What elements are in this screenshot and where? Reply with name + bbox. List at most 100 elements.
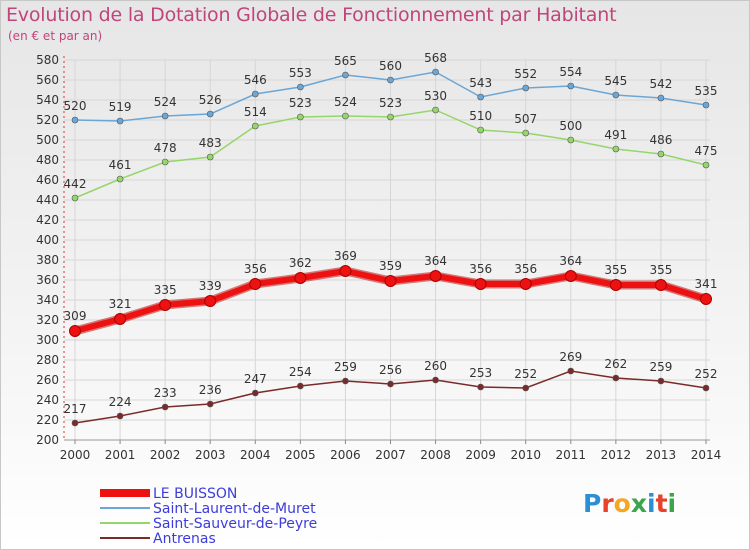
data-point-le-buisson[interactable]	[564, 270, 577, 282]
data-point-le-buisson[interactable]	[69, 325, 81, 337]
data-label-saint-sauveur-de-peyre: 500	[559, 119, 582, 133]
data-point-antrenas[interactable]	[342, 377, 349, 385]
data-label-saint-laurent-de-muret: 542	[649, 77, 672, 91]
data-point-saint-sauveur-de-peyre[interactable]	[477, 126, 484, 134]
data-point-saint-laurent-de-muret[interactable]	[116, 117, 124, 125]
data-point-saint-sauveur-de-peyre[interactable]	[206, 153, 214, 161]
logo-letter: o	[613, 489, 631, 518]
data-point-saint-sauveur-de-peyre[interactable]	[522, 129, 530, 137]
x-tick-label: 2011	[556, 448, 587, 462]
data-label-antrenas: 236	[199, 383, 222, 397]
data-point-saint-laurent-de-muret[interactable]	[342, 71, 349, 79]
data-point-saint-laurent-de-muret[interactable]	[71, 116, 79, 124]
data-point-saint-laurent-de-muret[interactable]	[251, 90, 259, 98]
data-point-le-buisson[interactable]	[654, 279, 667, 291]
data-point-le-buisson[interactable]	[384, 275, 397, 287]
data-label-saint-laurent-de-muret: 554	[559, 65, 582, 79]
data-label-le-buisson: 359	[379, 259, 402, 273]
logo-letter: x	[630, 489, 647, 518]
data-point-saint-laurent-de-muret[interactable]	[206, 110, 214, 118]
data-label-le-buisson: 335	[154, 283, 177, 297]
x-tick-label: 2001	[105, 448, 136, 462]
data-point-le-buisson[interactable]	[429, 270, 442, 282]
data-point-saint-laurent-de-muret[interactable]	[612, 91, 620, 99]
x-tick-label: 2009	[465, 448, 496, 462]
data-label-le-buisson: 364	[559, 254, 582, 268]
data-point-saint-laurent-de-muret[interactable]	[567, 82, 575, 90]
data-point-antrenas[interactable]	[657, 377, 665, 385]
y-tick-label: 240	[36, 393, 59, 407]
data-point-saint-laurent-de-muret[interactable]	[702, 101, 710, 109]
data-label-saint-sauveur-de-peyre: 483	[199, 136, 222, 150]
data-point-antrenas[interactable]	[612, 374, 620, 382]
data-point-saint-sauveur-de-peyre[interactable]	[71, 194, 79, 202]
data-label-antrenas: 252	[695, 367, 718, 381]
data-label-saint-laurent-de-muret: 568	[424, 51, 447, 65]
data-point-antrenas[interactable]	[206, 400, 214, 408]
proxiti-logo: Proxiti	[583, 489, 676, 518]
y-tick-label: 580	[36, 53, 59, 67]
data-label-antrenas: 256	[379, 363, 402, 377]
data-point-antrenas[interactable]	[251, 389, 259, 397]
data-point-saint-sauveur-de-peyre[interactable]	[297, 113, 304, 121]
data-point-le-buisson[interactable]	[249, 278, 262, 290]
y-tick-label: 460	[36, 173, 59, 187]
data-point-saint-sauveur-de-peyre[interactable]	[387, 113, 394, 121]
data-point-saint-sauveur-de-peyre[interactable]	[612, 145, 620, 153]
x-tick-label: 2008	[420, 448, 451, 462]
data-label-saint-laurent-de-muret: 519	[109, 100, 132, 114]
data-point-saint-sauveur-de-peyre[interactable]	[567, 136, 575, 144]
data-point-antrenas[interactable]	[702, 384, 710, 392]
y-tick-label: 360	[36, 273, 59, 287]
data-label-saint-sauveur-de-peyre: 442	[64, 177, 87, 191]
data-point-saint-sauveur-de-peyre[interactable]	[251, 122, 259, 130]
logo-letter: i	[647, 489, 656, 518]
data-point-le-buisson[interactable]	[609, 279, 622, 291]
data-point-saint-laurent-de-muret[interactable]	[477, 93, 484, 101]
data-point-antrenas[interactable]	[71, 419, 79, 427]
data-point-le-buisson[interactable]	[339, 265, 352, 277]
data-point-antrenas[interactable]	[522, 384, 530, 392]
data-point-le-buisson[interactable]	[519, 278, 532, 290]
data-point-antrenas[interactable]	[432, 376, 439, 384]
x-tick-label: 2005	[285, 448, 316, 462]
x-tick-label: 2007	[375, 448, 406, 462]
data-point-saint-laurent-de-muret[interactable]	[522, 84, 530, 92]
logo-letter: t	[655, 489, 668, 518]
data-point-antrenas[interactable]	[567, 367, 575, 375]
data-point-le-buisson[interactable]	[294, 272, 307, 284]
data-point-saint-laurent-de-muret[interactable]	[161, 112, 169, 120]
data-point-le-buisson[interactable]	[474, 278, 487, 290]
data-point-antrenas[interactable]	[387, 380, 394, 388]
data-point-saint-sauveur-de-peyre[interactable]	[342, 112, 349, 120]
data-point-antrenas[interactable]	[477, 383, 484, 391]
data-point-saint-laurent-de-muret[interactable]	[657, 94, 665, 102]
data-label-saint-laurent-de-muret: 545	[604, 74, 627, 88]
data-label-saint-sauveur-de-peyre: 524	[334, 95, 357, 109]
data-label-le-buisson: 355	[604, 263, 627, 277]
data-label-saint-laurent-de-muret: 543	[469, 76, 492, 90]
data-point-saint-sauveur-de-peyre[interactable]	[116, 175, 124, 183]
data-point-saint-sauveur-de-peyre[interactable]	[161, 158, 169, 166]
data-point-le-buisson[interactable]	[159, 299, 172, 311]
data-point-saint-sauveur-de-peyre[interactable]	[657, 150, 665, 158]
data-point-saint-laurent-de-muret[interactable]	[387, 76, 394, 84]
data-point-saint-sauveur-de-peyre[interactable]	[432, 106, 439, 114]
y-tick-label: 500	[36, 133, 59, 147]
data-point-le-buisson[interactable]	[204, 295, 217, 307]
data-point-le-buisson[interactable]	[114, 313, 127, 325]
data-point-antrenas[interactable]	[116, 412, 124, 420]
data-label-saint-sauveur-de-peyre: 530	[424, 89, 447, 103]
data-point-antrenas[interactable]	[297, 382, 304, 390]
data-point-le-buisson[interactable]	[700, 293, 712, 305]
x-tick-label: 2014	[691, 448, 722, 462]
data-label-saint-sauveur-de-peyre: 491	[604, 128, 627, 142]
legend-label-antrenas: Antrenas	[153, 531, 216, 547]
data-label-antrenas: 260	[424, 359, 447, 373]
data-point-saint-sauveur-de-peyre[interactable]	[702, 161, 710, 169]
data-point-saint-laurent-de-muret[interactable]	[297, 83, 304, 91]
data-point-antrenas[interactable]	[161, 403, 169, 411]
data-point-saint-laurent-de-muret[interactable]	[432, 68, 439, 76]
legend-label-saint-laurent-de-muret: Saint-Laurent-de-Muret	[153, 501, 316, 517]
data-label-antrenas: 247	[244, 372, 267, 386]
